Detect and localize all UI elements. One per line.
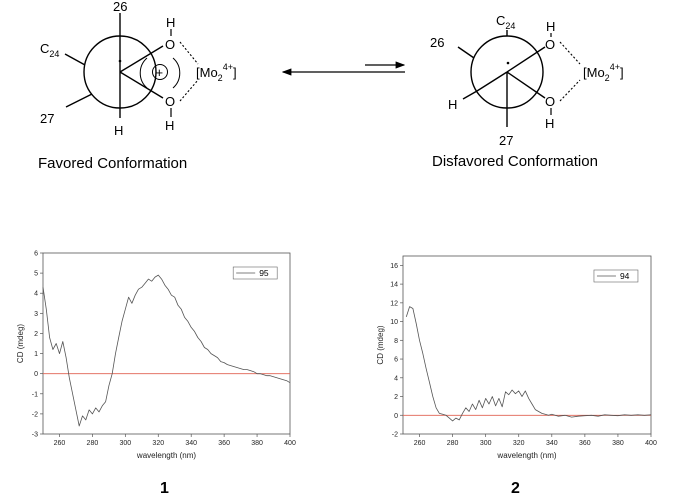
favored-conformation: 26 C24 27 H H O O H + [Mo24+] Favored Co…: [38, 0, 237, 172]
chart1-y-tick-label: 3: [34, 311, 38, 318]
chart2-y-tick-label: 14: [390, 282, 398, 289]
chart2-x-tick-label: 400: [645, 440, 657, 447]
chart1-y-tick-label: 1: [34, 351, 38, 358]
disfavored-coord-bottom: [559, 79, 581, 102]
favored-oh-top-h: H: [166, 15, 175, 30]
chart1-y-tick-label: 0: [34, 371, 38, 378]
cd-spectrum-1: 260 280 300 320 340 360 380 400 -3 -2 -1 0 1 2 3 4 5 6 wav…: [16, 251, 296, 461]
favored-bond-lowerleft: [65, 93, 93, 108]
chart2-x-tick-label: 260: [414, 440, 426, 447]
favored-oh-bottom-h: H: [165, 118, 174, 133]
chart2-y-tick-label: 0: [394, 413, 398, 420]
chart1-x-tick-label: 260: [54, 440, 66, 447]
chart1-y-tick-label: 4: [34, 291, 38, 298]
chart2-x-tick-label: 300: [480, 440, 492, 447]
chart2-x-tick-label: 380: [612, 440, 624, 447]
disfavored-oh-top-h: H: [546, 19, 555, 34]
chart2-y-tick-label: 6: [394, 357, 398, 364]
chart1-x-tick-label: 380: [251, 440, 263, 447]
chart2-x-tick-label: 320: [513, 440, 525, 447]
disfavored-label-bottom: 27: [499, 133, 513, 148]
chart2-y-tick-label: 8: [394, 338, 398, 345]
favored-front-bond-right-down: [119, 71, 164, 99]
chart1-plot-frame: [42, 252, 291, 435]
favored-plus-sign: +: [156, 65, 164, 80]
chart1-x-tick-label: 340: [185, 440, 197, 447]
compound-label-1: 1: [160, 480, 169, 497]
chart1-legend-label: 95: [259, 268, 269, 278]
compound-label-2: 2: [511, 480, 520, 497]
favored-coord-bottom: [179, 79, 199, 102]
equilibrium-arrows: [281, 61, 406, 76]
disfavored-front-bond-left: [476, 71, 508, 92]
disfavored-center-dot: [506, 61, 510, 65]
chart1-y-tick-label: 5: [34, 271, 38, 278]
favored-label-lowerleft: 27: [40, 111, 54, 126]
disfavored-metal: [Mo24+]: [583, 62, 624, 83]
chart1-x-axis-label: wavelength (nm): [136, 451, 196, 460]
favored-bond-left: [64, 53, 86, 66]
chart1-y-tick-label: -3: [32, 432, 38, 439]
chart2-y-tick-label: 16: [390, 263, 398, 270]
chart2-y-tick-label: 10: [390, 319, 398, 326]
favored-oh-top-o: O: [165, 37, 175, 52]
chart1-y-tick-label: -1: [32, 391, 38, 398]
chart2-y-tick-label: -2: [392, 432, 398, 439]
favored-plus-circle: [152, 64, 168, 80]
favored-coord-top: [179, 41, 199, 65]
chart2-plot-frame: [402, 255, 652, 435]
disfavored-front-bond-right-up: [506, 46, 546, 73]
favored-rotation-arc: [139, 57, 148, 89]
chart1-y-tick-label: 2: [34, 331, 38, 338]
chart2-y-tick-label: 4: [394, 375, 398, 382]
favored-label-bottom: H: [114, 123, 123, 138]
chart2-x-tick-label: 360: [579, 440, 591, 447]
favored-label-top: 26: [113, 0, 127, 14]
chart2-x-tick-label: 280: [447, 440, 459, 447]
chart2-series-line-94: [405, 306, 652, 422]
favored-metal: [Mo24+]: [196, 62, 237, 83]
chart1-y-axis-label: CD (mdeg): [16, 324, 25, 363]
disfavored-front-bond-right-down: [506, 71, 546, 99]
disfavored-conformation: C24 26 H 27 H O O H [Mo24+] Disfavored C…: [430, 13, 624, 170]
chart1-x-tick-label: 320: [152, 440, 164, 447]
chart2-legend-label: 94: [620, 271, 630, 281]
chart2-y-tick-label: 12: [390, 300, 398, 307]
favored-front-bond-right-up: [119, 45, 164, 73]
disfavored-bond-left: [457, 46, 475, 59]
chart2-y-tick-label: 2: [394, 394, 398, 401]
disfavored-label-lowerleft: H: [448, 97, 457, 112]
chart1-x-tick-label: 400: [284, 440, 296, 447]
favored-rotation-arc-2: [172, 57, 181, 89]
chart1-x-tick-label: 280: [87, 440, 99, 447]
disfavored-caption: Disfavored Conformation: [432, 153, 598, 170]
disfavored-bond-lowerleft: [462, 90, 478, 100]
chart1-x-tick-label: 300: [119, 440, 131, 447]
disfavored-oh-bottom-h: H: [545, 116, 554, 131]
disfavored-label-left: 26: [430, 35, 444, 50]
favored-caption: Favored Conformation: [38, 155, 187, 172]
chart1-series-line-95: [42, 274, 291, 427]
chart1-y-tick-label: 6: [34, 251, 38, 258]
favored-label-left: C24: [40, 41, 59, 59]
chart2-x-tick-label: 340: [546, 440, 558, 447]
favored-oh-bottom-o: O: [165, 94, 175, 109]
chart2-y-axis-label: CD (mdeg): [376, 325, 385, 364]
disfavored-oh-bottom-o: O: [545, 94, 555, 109]
chart2-x-axis-label: wavelength (nm): [496, 451, 556, 460]
disfavored-label-top: C24: [496, 13, 515, 31]
disfavored-oh-top-o: O: [545, 37, 555, 52]
chart1-y-tick-label: -2: [32, 411, 38, 418]
chart1-x-tick-label: 360: [218, 440, 230, 447]
disfavored-coord-top: [559, 41, 581, 65]
cd-spectrum-2: 260 280 300 320 340 360 380 400 -2 0 2 4 6 8 10 12 14 16 w…: [376, 255, 657, 460]
